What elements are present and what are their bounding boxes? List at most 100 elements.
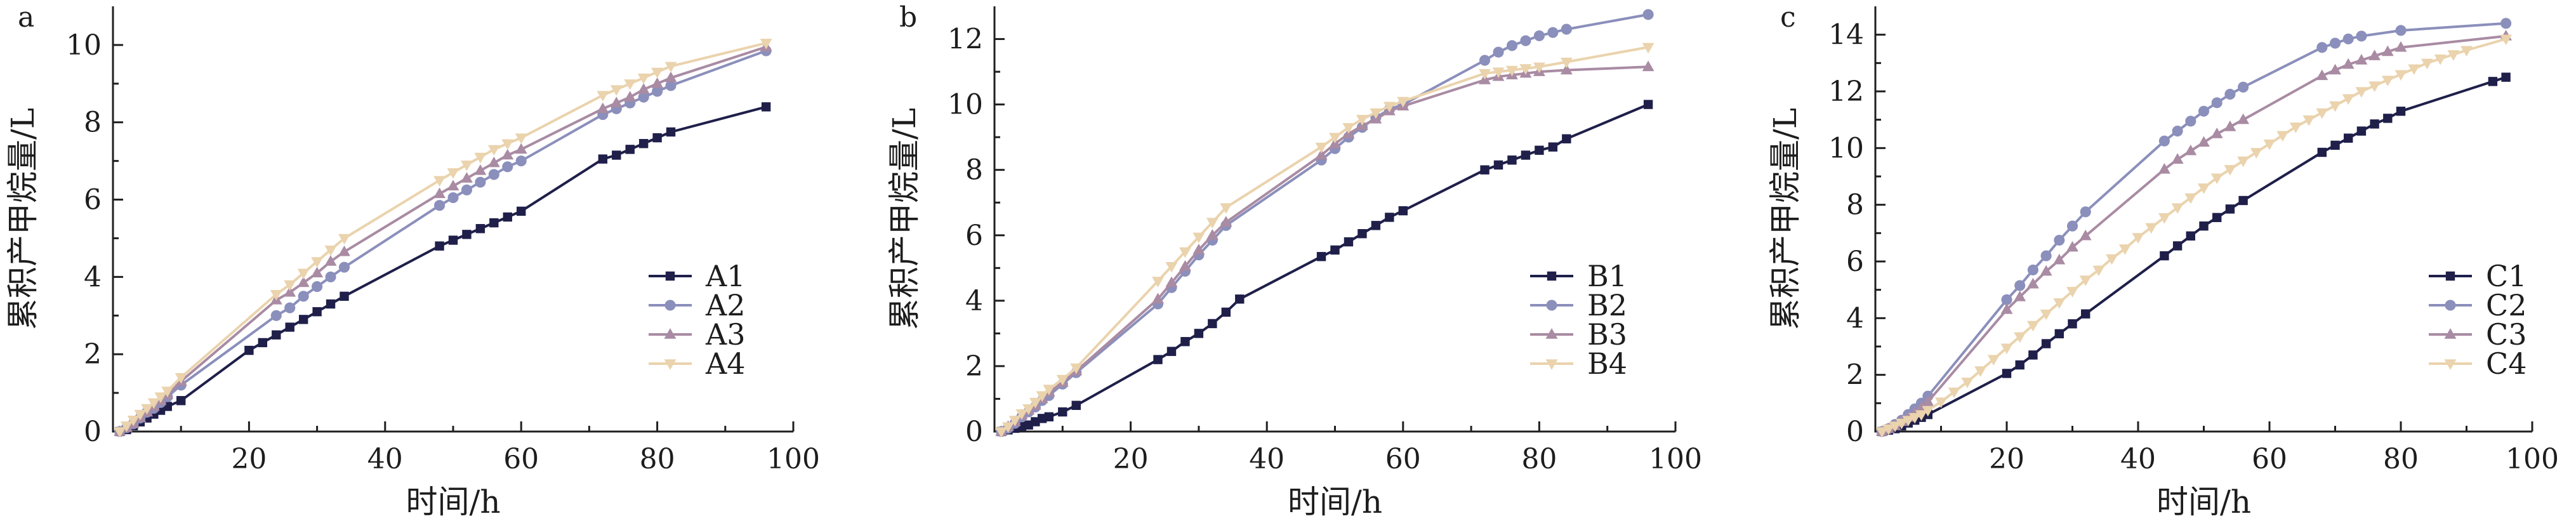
data-point	[1506, 40, 1518, 51]
series-A4	[114, 39, 772, 438]
data-point	[2053, 298, 2066, 309]
data-point	[1357, 228, 1367, 239]
data-point	[1208, 319, 1217, 329]
series-line-A1	[119, 105, 767, 433]
data-point	[1206, 228, 1219, 240]
data-point	[2158, 135, 2170, 147]
legend-entry-B4: B4	[1530, 346, 1627, 381]
data-point	[638, 139, 649, 148]
data-point	[1492, 67, 1505, 78]
data-point	[270, 290, 282, 301]
y-tick-label: 14	[1828, 19, 1864, 51]
data-point	[297, 276, 310, 287]
legend-entry-C3: C3	[2429, 317, 2526, 352]
y-axis-title: 累积产甲烷量/L	[1767, 108, 1804, 330]
data-point	[1902, 416, 1915, 427]
data-point	[475, 224, 485, 234]
data-point	[502, 161, 513, 173]
data-point	[258, 338, 268, 348]
data-point	[1479, 69, 1491, 80]
data-point	[2381, 45, 2394, 56]
data-point	[161, 386, 174, 397]
x-tick-label: 40	[1249, 443, 1285, 475]
data-point	[2356, 126, 2367, 136]
data-point	[501, 139, 514, 150]
y-tick-label: 6	[1846, 246, 1864, 278]
data-point	[2317, 147, 2327, 157]
data-point	[610, 85, 623, 96]
data-point	[2171, 153, 2184, 164]
legend-label: B2	[1587, 288, 1627, 322]
series-line-B3	[1000, 65, 1649, 433]
series-B2	[996, 9, 1654, 437]
data-point	[487, 156, 500, 168]
data-point	[2066, 220, 2078, 232]
legend-entry-C2: C2	[2429, 288, 2526, 322]
data-point	[141, 404, 154, 415]
legend-marker	[2444, 359, 2457, 370]
y-tick-label: 2	[1846, 359, 1864, 392]
data-point	[2225, 204, 2235, 214]
data-point	[2054, 234, 2065, 246]
legend-entry-B2: B2	[1530, 288, 1627, 322]
data-point	[1547, 27, 1559, 38]
y-tick-label: 8	[965, 154, 983, 187]
y-tick-label: 10	[66, 29, 102, 62]
data-point	[1329, 133, 1341, 144]
data-point	[2002, 369, 2012, 378]
legend-marker	[1545, 359, 1558, 370]
data-point	[2329, 37, 2341, 49]
legend-label: A1	[705, 259, 746, 293]
data-point	[2026, 277, 2039, 289]
data-point	[2395, 25, 2407, 36]
data-point	[1560, 57, 1573, 69]
data-point	[114, 427, 126, 438]
legend-marker	[665, 271, 675, 281]
data-point	[2171, 203, 2184, 214]
data-point	[1548, 142, 1558, 152]
data-point	[664, 71, 677, 82]
legend-marker	[2445, 300, 2456, 311]
data-point	[651, 77, 664, 88]
data-point	[1221, 307, 1231, 317]
data-point	[2158, 213, 2170, 224]
data-point	[1179, 247, 1191, 258]
data-point	[2434, 54, 2447, 65]
data-point	[2408, 64, 2421, 76]
data-point	[1036, 391, 1048, 402]
legend-label: C2	[2486, 288, 2526, 322]
data-point	[610, 96, 623, 108]
data-point	[2026, 320, 2039, 332]
data-point	[2381, 76, 2394, 87]
legend-marker	[1545, 328, 1558, 339]
data-point	[1974, 366, 1987, 377]
data-point	[2210, 128, 2223, 138]
legend-label: A2	[705, 288, 746, 322]
x-tick-label: 60	[2252, 443, 2287, 475]
data-point	[2330, 140, 2340, 150]
data-point	[1987, 355, 2000, 366]
data-point	[2342, 58, 2355, 69]
data-point	[2421, 58, 2433, 70]
data-point	[760, 39, 772, 50]
data-point	[2238, 195, 2248, 206]
data-point	[761, 102, 771, 112]
y-tick-label: 8	[1846, 189, 1864, 221]
series-C1	[1877, 72, 2511, 437]
data-point	[311, 257, 324, 268]
data-point	[1058, 407, 1067, 417]
data-point	[1356, 115, 1368, 126]
data-point	[665, 80, 677, 91]
data-point	[461, 184, 472, 195]
x-tick-label: 20	[1113, 443, 1149, 475]
data-point	[2068, 319, 2077, 329]
x-tick-label: 100	[767, 443, 820, 475]
data-point	[1315, 148, 1328, 160]
data-point	[625, 145, 635, 154]
data-point	[1166, 346, 1177, 356]
legend-label: B3	[1587, 317, 1627, 352]
y-tick-label: 10	[1828, 132, 1864, 164]
y-tick-label: 12	[948, 23, 983, 56]
data-point	[326, 299, 336, 309]
series-B3	[995, 60, 1655, 436]
